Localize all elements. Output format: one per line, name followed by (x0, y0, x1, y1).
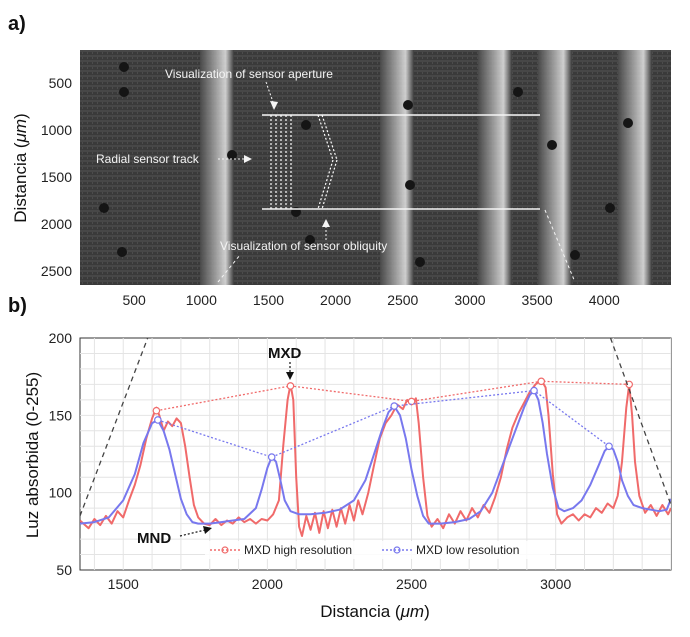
panel-a-label: a) (8, 13, 26, 35)
panel-a-x-tick-label: 2000 (320, 292, 351, 308)
panel-a-y-tick-label: 1500 (41, 169, 72, 185)
panel-a-y-tick-label: 2500 (41, 263, 72, 279)
series-marker (530, 386, 538, 395)
ring-band (618, 50, 652, 285)
pore (99, 203, 109, 213)
series-marker (154, 416, 162, 424)
pore (119, 87, 129, 97)
pore (547, 140, 557, 150)
x-tick-label: 3000 (540, 576, 571, 592)
mnd-annotation: MND (137, 530, 171, 547)
series-marker (267, 453, 276, 461)
panel-b-x-axis-title: Distancia (μm) (320, 602, 429, 621)
y-tick-label: 200 (49, 330, 73, 346)
track-arrowhead (244, 155, 252, 163)
panel-a-y-ticks: 500 1000 1500 2000 2500 (41, 75, 72, 279)
pore (415, 257, 425, 267)
tree-ring-bands (200, 50, 652, 285)
pore (117, 247, 127, 257)
series-line-trend-left (80, 338, 149, 517)
mxd-arrowhead (286, 372, 294, 380)
series-marker (286, 382, 295, 390)
legend-box (205, 541, 550, 559)
panel-b-y-axis-title: Luz absorbida (0-255) (23, 372, 42, 538)
pore (513, 87, 523, 97)
micrograph-image: Visualization of sensor aperture Radial … (80, 50, 671, 285)
panel-a-y-tick-label: 500 (49, 75, 73, 91)
pore (301, 120, 311, 130)
aperture-arrowhead (270, 101, 278, 110)
ring-band (478, 50, 512, 285)
series-marker (625, 380, 633, 389)
vessel-pores (99, 62, 633, 267)
obliquity-arrowhead (322, 219, 330, 227)
series-marker (152, 406, 161, 415)
aperture-annotation: Visualization of sensor aperture (165, 67, 333, 81)
y-tick-label: 50 (56, 562, 72, 578)
pore (623, 118, 633, 128)
series-line-mxd-high-resolution (80, 378, 671, 537)
series-marker (537, 377, 546, 386)
panel-a-x-tick-label: 1500 (253, 292, 284, 308)
panel-a-x-tick-label: 3000 (454, 292, 485, 308)
series-group (80, 338, 671, 537)
legend-label-low: MXD low resolution (416, 543, 519, 557)
x-tick-label: 2000 (252, 576, 283, 592)
panel-a-x-tick-label: 500 (122, 292, 146, 308)
pore (570, 250, 580, 260)
x-axis-ticks: 1500 2000 2500 3000 (108, 576, 572, 592)
panel-a-x-tick-label: 2500 (387, 292, 418, 308)
legend-marker-high (221, 546, 229, 554)
mxd-annotation: MXD (268, 345, 302, 362)
pore (405, 180, 415, 190)
series-line-mxd-low-resolution (80, 389, 671, 525)
ring-band (200, 50, 234, 285)
panel-a-x-tick-label: 3500 (522, 292, 553, 308)
legend: MXD high resolution MXD low resolution (205, 541, 550, 559)
pore (305, 235, 315, 245)
micrograph-background (80, 50, 671, 285)
pore (605, 203, 615, 213)
panel-a-x-tick-label: 1000 (186, 292, 217, 308)
panel-a-y-axis-title: Distancia (μm) (11, 113, 30, 222)
obliquity-annotation: Visualization of sensor obliquity (220, 239, 387, 253)
legend-marker-low (393, 546, 401, 554)
legend-label-high: MXD high resolution (244, 543, 352, 557)
aperture-arrow (265, 81, 275, 106)
y-axis-ticks: 50 100 150 200 (49, 330, 73, 578)
sensor-obliquity-lines (317, 114, 338, 210)
series-marker (390, 402, 399, 410)
panel-a-x-ticks: 500 1000 1500 2000 2500 3000 3500 4000 (122, 292, 620, 308)
pore (227, 150, 237, 160)
mnd-arrow (179, 529, 206, 537)
series-line-trend-right (609, 338, 671, 506)
y-tick-label: 100 (49, 485, 73, 501)
x-tick-label: 2500 (396, 576, 427, 592)
y-tick-label: 150 (49, 407, 73, 423)
projection-line-right (544, 209, 576, 283)
pore (119, 62, 129, 72)
x-tick-label: 1500 (108, 576, 139, 592)
panel-a-x-tick-label: 4000 (589, 292, 620, 308)
panel-a-y-tick-label: 1000 (41, 122, 72, 138)
panel-b-label: b) (8, 295, 27, 317)
panel-a-y-tick-label: 2000 (41, 216, 72, 232)
ring-band (380, 50, 414, 285)
ring-band (538, 50, 572, 285)
mnd-arrowhead (203, 526, 212, 534)
track-annotation: Radial sensor track (96, 152, 200, 166)
series-marker (605, 442, 613, 451)
pore (403, 100, 413, 110)
